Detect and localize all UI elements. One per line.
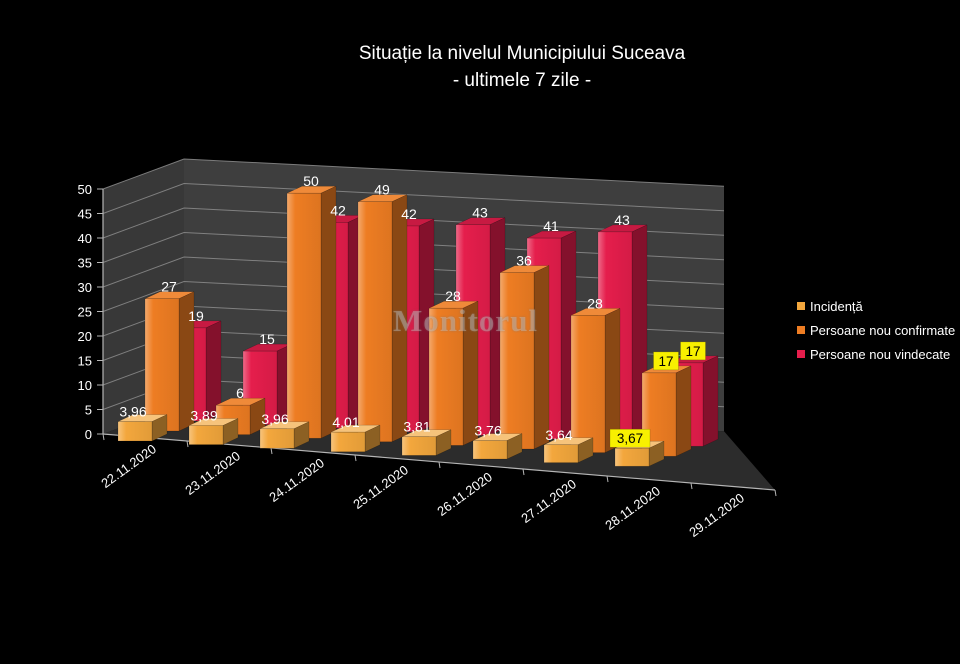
legend-swatch-incidenta-icon: [797, 302, 805, 310]
svg-text:28: 28: [445, 288, 461, 304]
bars-series-0: [117, 414, 665, 467]
svg-text:28.11.2020: 28.11.2020: [602, 483, 663, 533]
svg-text:45: 45: [78, 207, 92, 222]
svg-text:3,67: 3,67: [617, 431, 643, 446]
svg-text:50: 50: [78, 182, 92, 197]
svg-text:27: 27: [161, 279, 177, 295]
legend-item-vindecate: Persoane nou vindecate: [797, 342, 955, 366]
svg-text:35: 35: [78, 256, 92, 271]
chart-title-line2: - ultimele 7 zile -: [452, 70, 592, 91]
svg-text:42: 42: [401, 206, 417, 222]
svg-text:26.11.2020: 26.11.2020: [434, 469, 495, 519]
chart-title: Situație la nivelul Municipiului Suceava…: [84, 40, 960, 94]
svg-text:4,01: 4,01: [332, 414, 359, 430]
legend-item-incidenta: Incidență: [797, 294, 955, 318]
svg-text:22.11.2020: 22.11.2020: [98, 441, 159, 491]
svg-text:25.11.2020: 25.11.2020: [350, 462, 411, 512]
svg-text:50: 50: [303, 173, 319, 189]
svg-text:3,89: 3,89: [190, 408, 217, 424]
svg-text:28: 28: [587, 295, 603, 311]
svg-text:49: 49: [374, 182, 390, 198]
legend-item-confirmate: Persoane nou confirmate: [797, 318, 955, 342]
svg-text:30: 30: [78, 280, 92, 295]
svg-text:3,76: 3,76: [474, 423, 501, 439]
svg-text:6: 6: [236, 385, 244, 401]
svg-text:3,64: 3,64: [545, 427, 572, 443]
svg-text:23.11.2020: 23.11.2020: [182, 448, 243, 498]
svg-text:43: 43: [614, 212, 630, 228]
legend: Incidență Persoane nou confirmate Persoa…: [797, 294, 955, 366]
svg-text:5: 5: [85, 403, 92, 418]
svg-text:15: 15: [78, 354, 92, 369]
svg-text:0: 0: [85, 427, 92, 442]
svg-text:15: 15: [259, 331, 275, 347]
svg-text:40: 40: [78, 231, 92, 246]
svg-text:24.11.2020: 24.11.2020: [266, 455, 327, 505]
legend-swatch-vindecate-icon: [797, 350, 805, 358]
svg-text:3,96: 3,96: [261, 411, 288, 427]
legend-label-vindecate: Persoane nou vindecate: [810, 346, 951, 362]
svg-text:20: 20: [78, 329, 92, 344]
svg-text:36: 36: [516, 253, 532, 269]
svg-text:19: 19: [188, 308, 204, 324]
legend-label-incidenta: Incidență: [810, 298, 863, 314]
svg-text:41: 41: [543, 218, 559, 234]
value-labels: 3,96 3,89 3,96 4,01 3,81 3,76 3,64 3,67 27 6 50 49 2…: [119, 173, 706, 448]
svg-text:25: 25: [78, 305, 92, 320]
svg-text:3,81: 3,81: [403, 419, 430, 435]
svg-text:27.11.2020: 27.11.2020: [518, 476, 579, 526]
svg-text:3,96: 3,96: [119, 404, 146, 420]
svg-text:17: 17: [685, 344, 700, 359]
svg-text:42: 42: [330, 202, 346, 218]
svg-text:43: 43: [472, 205, 488, 221]
svg-text:29.11.2020: 29.11.2020: [686, 490, 747, 540]
chart-title-line1: Situație la nivelul Municipiului Suceava: [358, 43, 686, 64]
legend-swatch-confirmate-icon: [797, 326, 805, 334]
value-axis: 0 5 10 15 20 25 30 35 40 45 50: [78, 182, 104, 442]
legend-label-confirmate: Persoane nou confirmate: [810, 322, 956, 338]
bars-series-1: [144, 185, 692, 457]
svg-text:17: 17: [658, 354, 673, 369]
svg-text:10: 10: [78, 378, 92, 393]
